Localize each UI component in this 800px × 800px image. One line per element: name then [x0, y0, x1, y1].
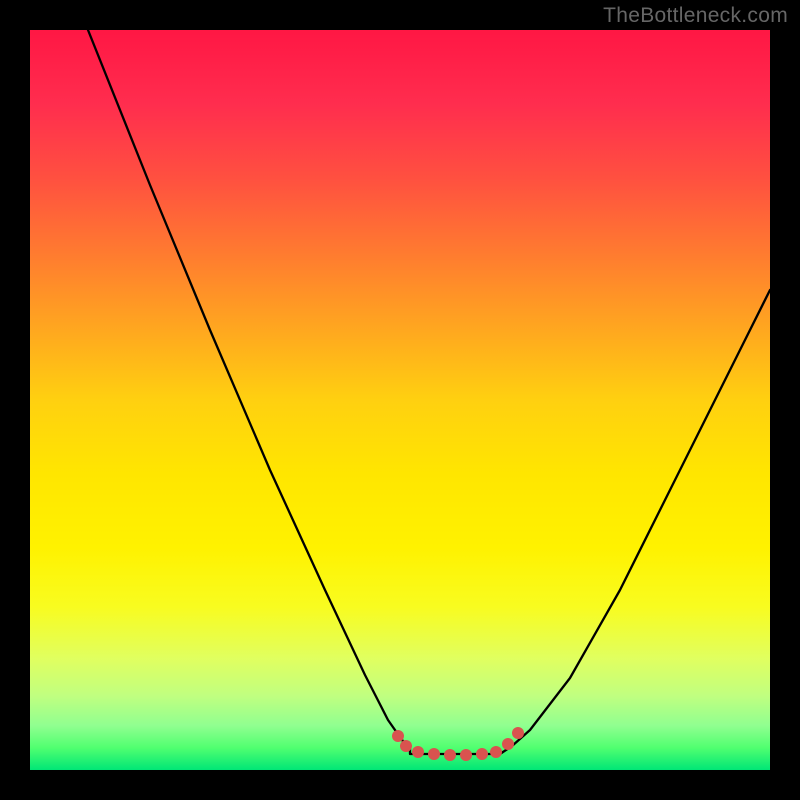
valley-marker — [412, 746, 424, 758]
valley-marker — [476, 748, 488, 760]
valley-marker — [428, 748, 440, 760]
valley-marker — [460, 749, 472, 761]
v-curve-path — [88, 30, 770, 754]
valley-marker — [400, 740, 412, 752]
valley-markers — [392, 727, 524, 761]
bottleneck-curve — [30, 30, 770, 770]
plot-area — [30, 30, 770, 770]
valley-marker — [502, 738, 514, 750]
valley-marker — [444, 749, 456, 761]
watermark-text: TheBottleneck.com — [603, 4, 788, 28]
valley-marker — [512, 727, 524, 739]
valley-marker — [490, 746, 502, 758]
valley-marker — [392, 730, 404, 742]
